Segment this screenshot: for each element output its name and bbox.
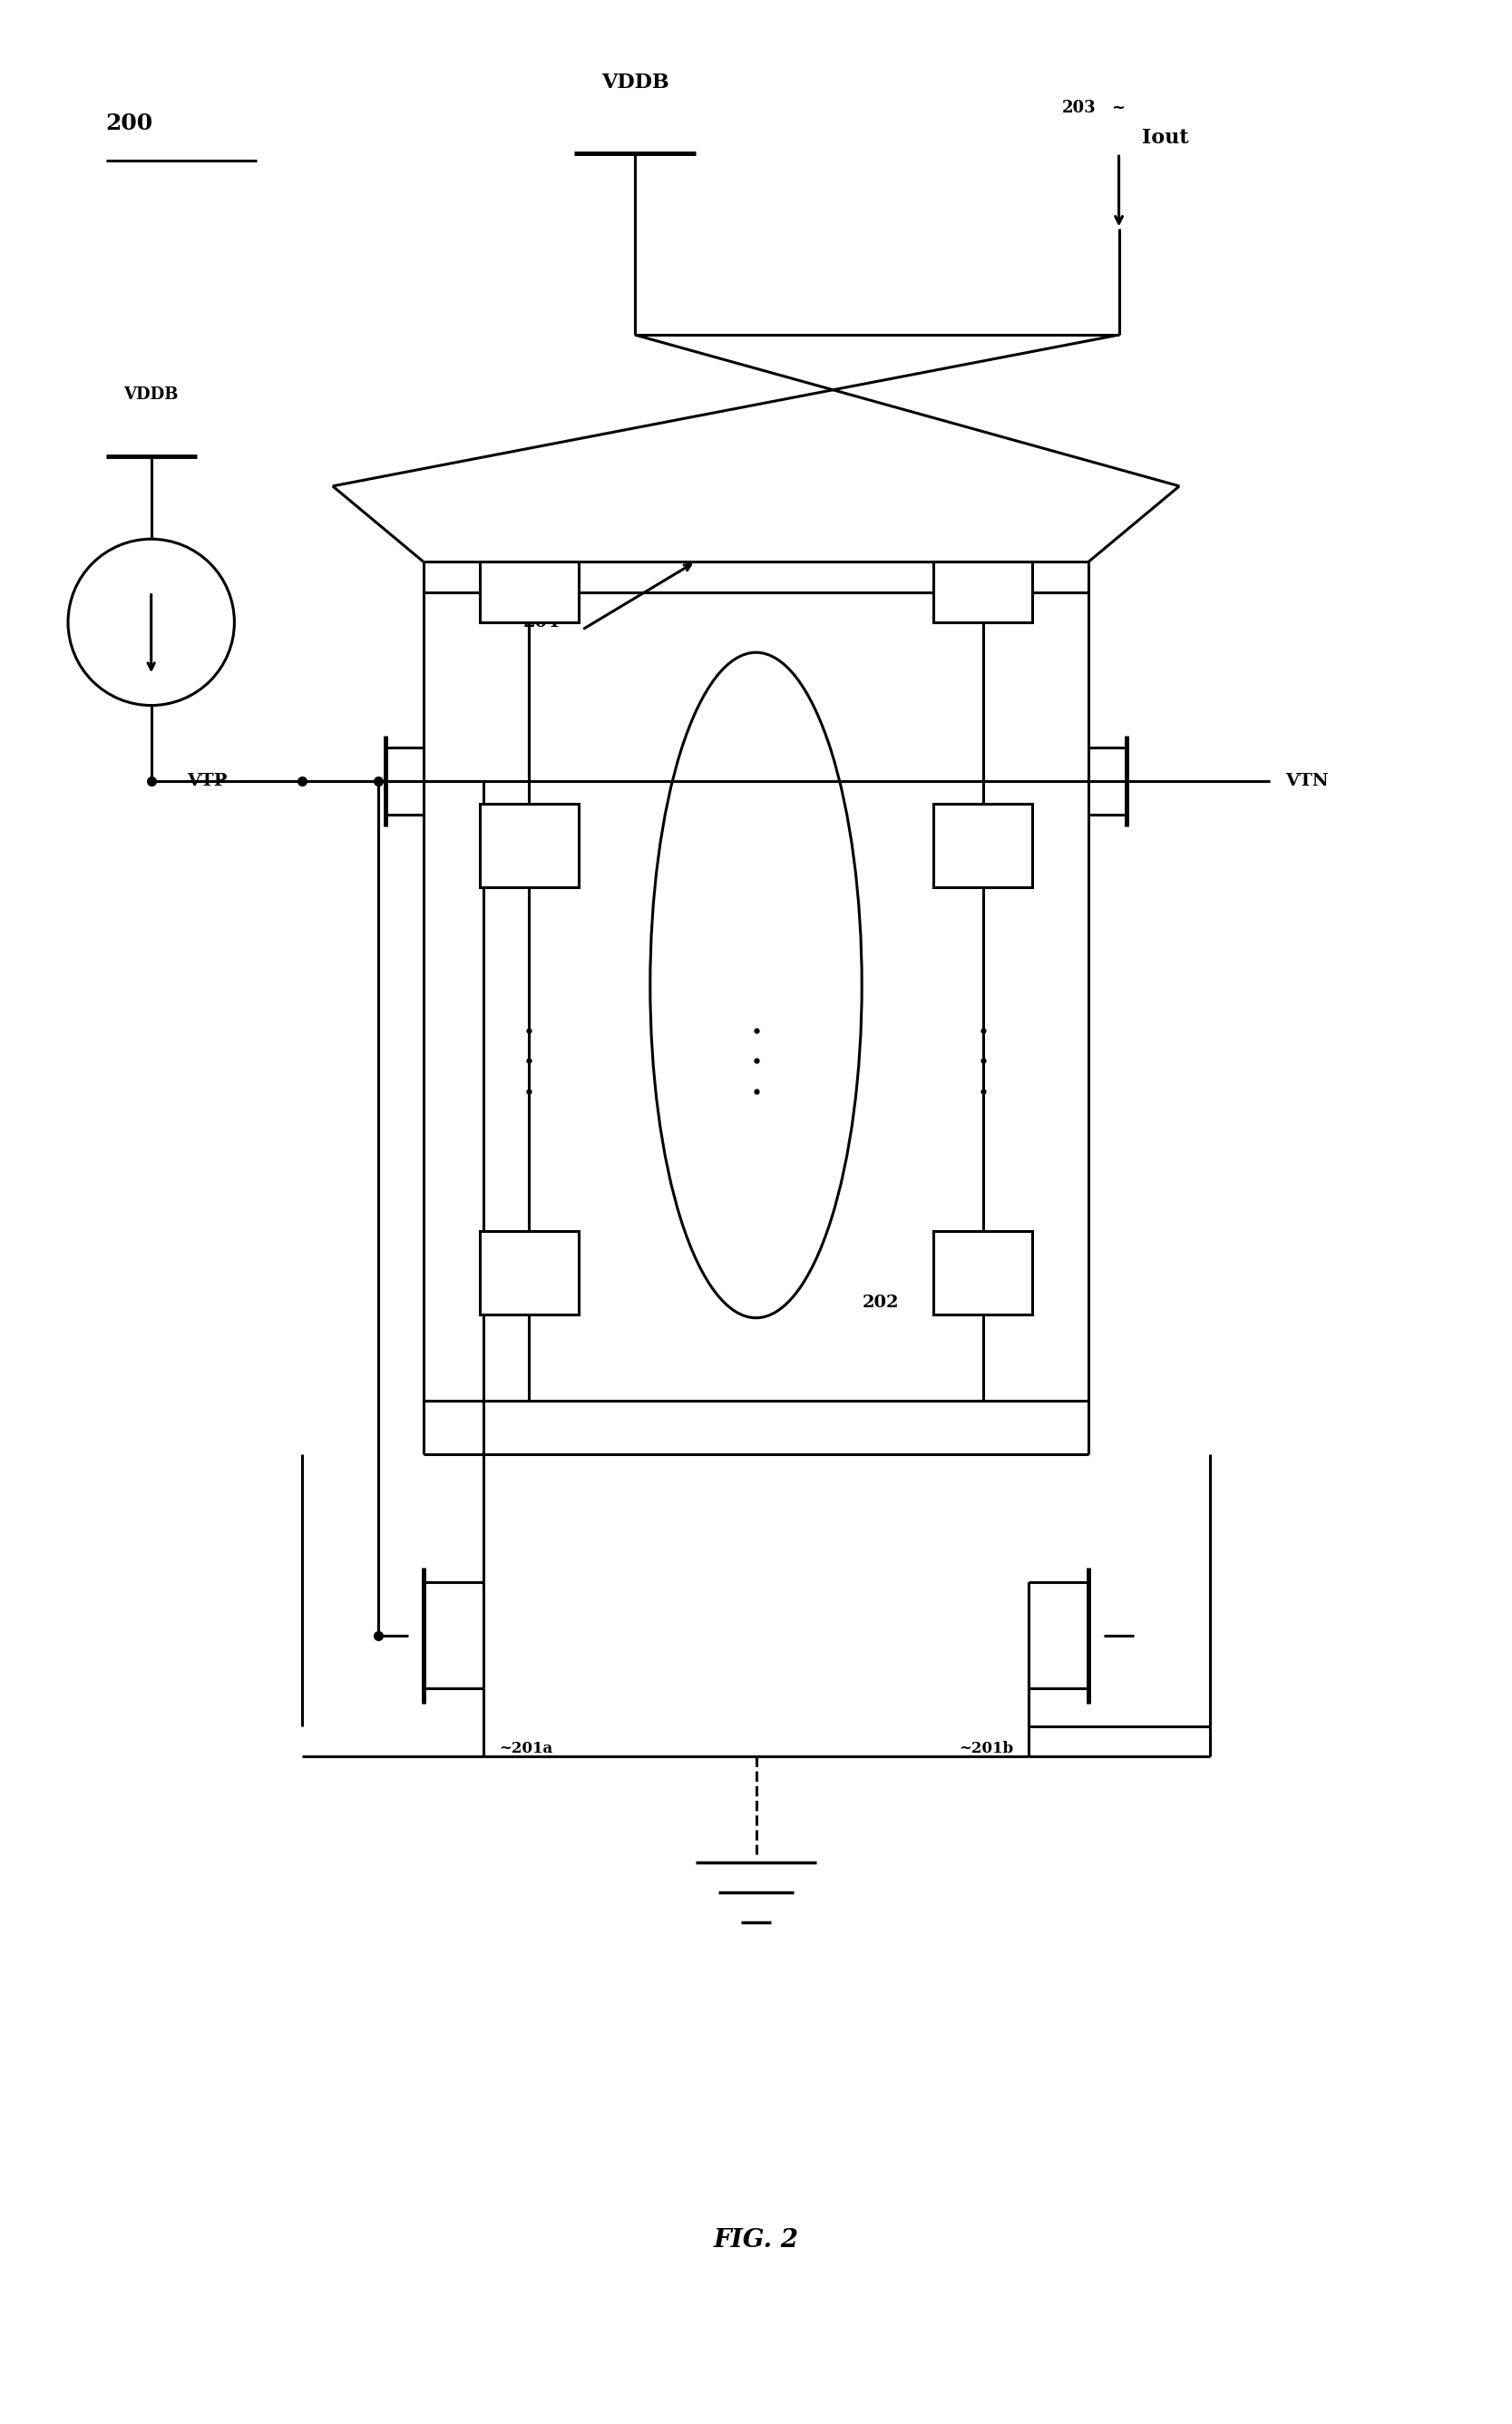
Bar: [481, 562, 578, 623]
Bar: [481, 805, 578, 887]
Text: VTP: VTP: [186, 773, 227, 790]
Text: FIG. 2: FIG. 2: [714, 2228, 798, 2252]
Text: VDDB: VDDB: [124, 385, 178, 402]
Bar: [481, 1231, 578, 1314]
Circle shape: [68, 538, 234, 705]
Text: VDDB: VDDB: [602, 73, 668, 92]
Text: ~201b: ~201b: [959, 1740, 1013, 1757]
Text: ~: ~: [1111, 99, 1125, 116]
Text: 202: 202: [862, 1294, 898, 1311]
Text: ~201a: ~201a: [499, 1740, 553, 1757]
Text: 204: 204: [523, 613, 559, 630]
Text: 203: 203: [1061, 99, 1096, 116]
Bar: [934, 562, 1033, 623]
Text: VTN: VTN: [1285, 773, 1329, 790]
Text: 200: 200: [106, 112, 153, 133]
Text: Iout: Iout: [1142, 128, 1188, 148]
Bar: [934, 1231, 1033, 1314]
Bar: [934, 805, 1033, 887]
